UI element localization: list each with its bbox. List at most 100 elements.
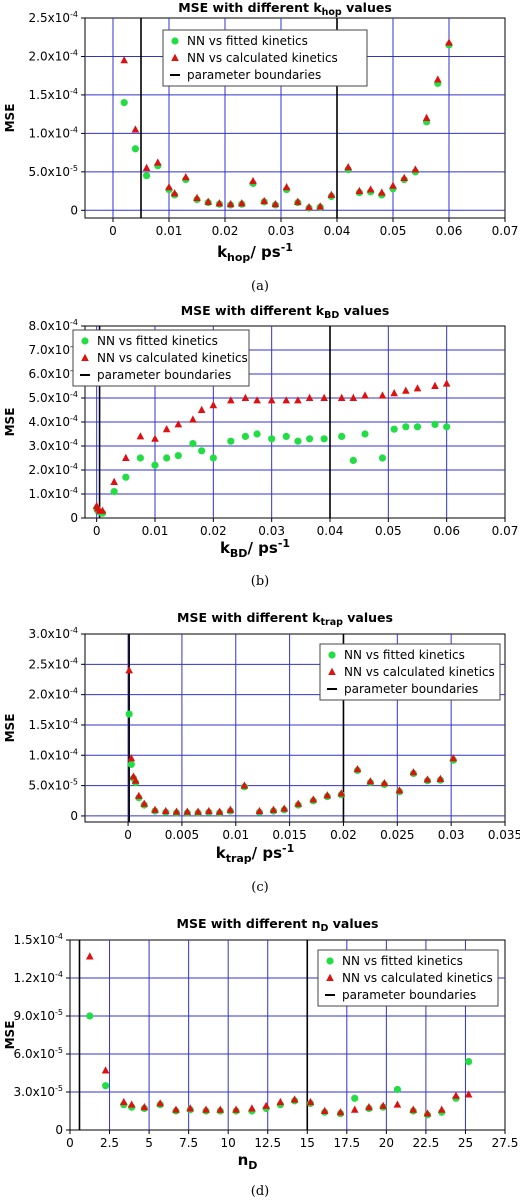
data-point-calculated (255, 806, 264, 815)
panel-c-legend: NN vs fitted kinetics NN vs calculated ki… (319, 643, 501, 701)
legend-marker-calculated (326, 973, 334, 981)
data-point-calculated (98, 506, 107, 514)
data-point-calculated (366, 777, 375, 785)
data-point-calculated (253, 396, 261, 404)
data-point-fitted (122, 473, 130, 481)
panel-b-x-tick-label: 0.07 (492, 524, 519, 538)
panel-c-y-tick-label: 0 (70, 809, 78, 823)
panel-d-x-tick-label: 17.5 (333, 1136, 360, 1150)
data-point-fitted (189, 440, 197, 448)
panel-d: 0 2.5 5 7.5 10 12.5 15 17.5 20 22.5 25 27.5 0 3.0x10-… (3, 916, 518, 1199)
panel-a-x-tick-label: 0.06 (436, 224, 463, 238)
panel-d-y-tick-label: 1.2x10-4 (14, 970, 63, 985)
panel-c-y-tick-label: 3.0x10-4 (29, 626, 78, 641)
data-point-calculated (350, 1105, 359, 1113)
data-point-calculated (197, 405, 206, 413)
panel-d-x-tick-label: 27.5 (492, 1136, 519, 1150)
data-point-calculated (120, 56, 128, 64)
panel-d-y-axis-label: MSE (3, 1021, 17, 1050)
data-point-calculated (110, 477, 118, 485)
data-point-calculated (241, 393, 250, 401)
data-point-calculated (85, 952, 94, 960)
data-point-calculated (140, 1103, 149, 1111)
panel-d-caption: (d) (251, 1184, 269, 1199)
panel-c-y-tick-label: 2.5x10-4 (29, 656, 78, 671)
data-point-calculated (205, 806, 213, 815)
data-point-calculated (262, 1101, 270, 1109)
panel-b: 0 0.01 0.02 0.03 0.04 0.05 0.06 0.07 0 1.0x10-4 2.… (3, 303, 518, 589)
panel-c-x-tick-label: 0.035 (488, 828, 520, 842)
data-point-calculated (294, 197, 302, 205)
data-point-calculated (320, 1106, 329, 1114)
panel-b-x-axis-label: kBD/ ps-1 (220, 537, 290, 560)
data-point-calculated (389, 181, 397, 189)
panel-b-x-tick-label: 0.01 (142, 524, 169, 538)
panel-d-x-tick-label: 25 (458, 1136, 473, 1150)
data-point-fitted (305, 435, 314, 443)
data-point-calculated (282, 183, 291, 191)
panel-b-y-tick-label: 6.0x10-4 (29, 366, 78, 381)
data-point-calculated (436, 774, 445, 782)
panel-a-y-tick-label: 1.0x10-4 (29, 125, 78, 140)
panel-d-x-tick-label: 7.5 (179, 1136, 198, 1150)
data-point-calculated (151, 805, 159, 813)
data-point-calculated (431, 381, 439, 389)
panel-a: 0 0.01 0.02 0.03 0.04 0.05 0.06 0.07 0 5.0x10-5 1.… (3, 0, 518, 294)
data-point-calculated (136, 432, 145, 440)
data-point-fitted (378, 454, 387, 462)
data-point-calculated (101, 1066, 110, 1074)
data-point-calculated (305, 393, 314, 401)
data-point-calculated (276, 1097, 285, 1106)
panel-c-x-tick-label: 0.02 (330, 828, 357, 842)
data-point-calculated (140, 799, 149, 807)
data-point-calculated (337, 789, 346, 797)
data-point-calculated (271, 199, 280, 208)
panel-a-x-tick-label: 0.04 (324, 224, 351, 238)
data-point-calculated (174, 420, 183, 428)
data-point-calculated (400, 173, 408, 181)
data-point-calculated (186, 1104, 195, 1112)
data-point-calculated (127, 754, 136, 762)
data-point-fitted (443, 423, 451, 431)
panel-a-chart-title: MSE with different khop values (178, 0, 392, 18)
panel-a-x-axis-label: khop/ ps-1 (217, 241, 293, 264)
data-point-calculated (269, 805, 278, 813)
data-point-calculated (393, 1100, 402, 1108)
data-point-calculated (337, 393, 346, 401)
panel-d-y-tick-label: 3.0x10-5 (14, 1084, 63, 1099)
data-point-fitted (361, 430, 369, 438)
data-point-calculated (306, 1097, 315, 1106)
data-point-fitted (143, 172, 151, 180)
panel-a-y-tick-label: 5.0x10-5 (29, 164, 78, 179)
data-point-calculated (445, 38, 453, 46)
data-point-calculated (442, 379, 451, 387)
panel-a-series-calculated (120, 38, 453, 211)
panel-a-x-tick-label: 0.07 (492, 224, 519, 238)
panel-b-x-tick-label: 0 (93, 524, 101, 538)
data-point-calculated (122, 453, 130, 461)
data-point-calculated (193, 193, 201, 201)
legend-marker-fitted (326, 957, 334, 965)
panel-c-x-tick-label: 0.015 (272, 828, 306, 842)
data-point-calculated (379, 1101, 387, 1109)
panel-c-x-tick-label: 0.01 (222, 828, 249, 842)
panel-d-x-tick-label: 10 (221, 1136, 236, 1150)
panel-a-y-tick-label: 0 (70, 203, 78, 217)
panel-d-x-tick-label: 12.5 (254, 1136, 281, 1150)
data-point-calculated (437, 1105, 446, 1113)
panel-d-x-tick-label: 22.5 (413, 1136, 440, 1150)
data-point-calculated (409, 1105, 418, 1113)
data-point-calculated (366, 185, 375, 193)
data-point-calculated (320, 393, 328, 401)
data-point-calculated (323, 791, 332, 799)
panel-a-x-tick-label: 0.01 (156, 224, 183, 238)
panel-a-caption: (a) (251, 279, 269, 294)
panel-c-x-tick-label: 0 (124, 828, 132, 842)
data-point-calculated (355, 186, 364, 195)
data-point-calculated (172, 1105, 180, 1113)
data-point-calculated (215, 807, 224, 815)
data-point-calculated (413, 384, 422, 392)
panel-d-legend: NN vs fitted kinetics NN vs calculated ki… (317, 949, 499, 1007)
data-point-calculated (305, 203, 313, 211)
data-point-fitted (431, 420, 439, 428)
